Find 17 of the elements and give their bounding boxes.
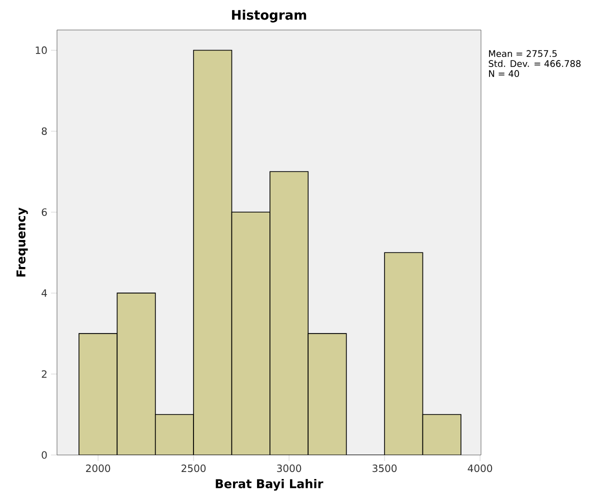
y-tick-label: 10 bbox=[36, 46, 47, 54]
y-tick-label: 8 bbox=[42, 127, 47, 135]
text: N = 40 bbox=[489, 70, 520, 77]
y-tick-label: 0 bbox=[42, 451, 47, 459]
x-tick-label: 3500 bbox=[372, 464, 397, 472]
x-tick-label: 2000 bbox=[86, 464, 110, 472]
y-tick-label: 4 bbox=[42, 289, 47, 297]
text: Mean = 2757.5 bbox=[489, 50, 557, 57]
y-tick-label: 2 bbox=[42, 370, 46, 378]
x-tick-label: 3000 bbox=[277, 464, 302, 472]
chart-title: Histogram bbox=[232, 10, 306, 22]
y-axis-title: Frequency bbox=[16, 208, 28, 277]
text: Std. Dev. = 466.788 bbox=[488, 60, 581, 67]
y-tick-label: 6 bbox=[42, 208, 47, 216]
x-tick-label: 4000 bbox=[468, 464, 492, 472]
x-tick-label: 2500 bbox=[182, 464, 206, 472]
x-axis-title: Berat Bayi Lahir bbox=[216, 478, 324, 491]
